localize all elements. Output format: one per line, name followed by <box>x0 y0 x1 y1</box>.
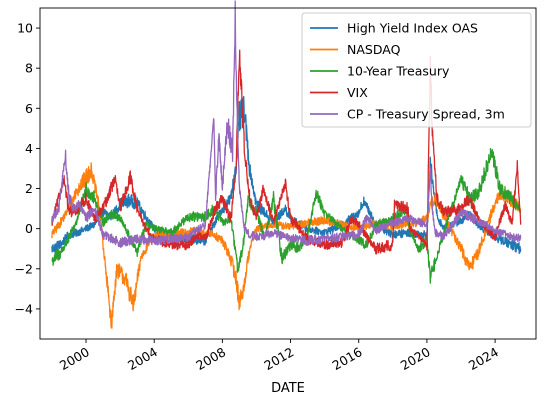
x-axis: 2000 2004 2008 2012 2016 2020 2024 <box>57 339 501 373</box>
y-tick-label: 2 <box>25 181 33 196</box>
y-tick-label: −2 <box>15 261 33 276</box>
legend-label: High Yield Index OAS <box>347 21 478 36</box>
y-tick-label: 4 <box>25 141 33 156</box>
legend-box <box>301 12 532 128</box>
legend-label: NASDAQ <box>347 42 401 57</box>
series-line-high-yield-index-oas <box>51 95 522 255</box>
y-axis: −4 −2 0 2 4 6 8 10 <box>15 21 40 316</box>
plot-frame <box>39 7 537 340</box>
x-tick-label: 2008 <box>193 344 228 373</box>
series-line-cp-treasury-spread-3m <box>51 0 522 248</box>
legend-label: CP - Treasury Spread, 3m <box>347 107 505 122</box>
y-tick-label: 10 <box>17 21 33 36</box>
x-tick-label: 2024 <box>466 344 501 373</box>
x-tick-label: 2004 <box>125 344 160 373</box>
x-tick-label: 2020 <box>398 344 433 373</box>
legend: High Yield Index OAS NASDAQ 10-Year Treasu… <box>301 12 532 128</box>
x-axis-title: DATE <box>271 381 305 396</box>
y-tick-label: −4 <box>15 301 33 316</box>
legend-label: VIX <box>347 85 368 100</box>
x-tick-label: 2012 <box>261 344 296 373</box>
legend-label: 10-Year Treasury <box>347 64 450 79</box>
y-tick-label: 0 <box>25 221 33 236</box>
x-tick-label: 2000 <box>57 344 92 373</box>
series-line-nasdaq <box>51 162 522 329</box>
series-layer <box>51 0 522 329</box>
x-tick-label: 2016 <box>330 344 365 373</box>
y-tick-label: 6 <box>25 101 33 116</box>
series-line-vix <box>51 49 522 255</box>
y-tick-label: 8 <box>25 61 33 76</box>
